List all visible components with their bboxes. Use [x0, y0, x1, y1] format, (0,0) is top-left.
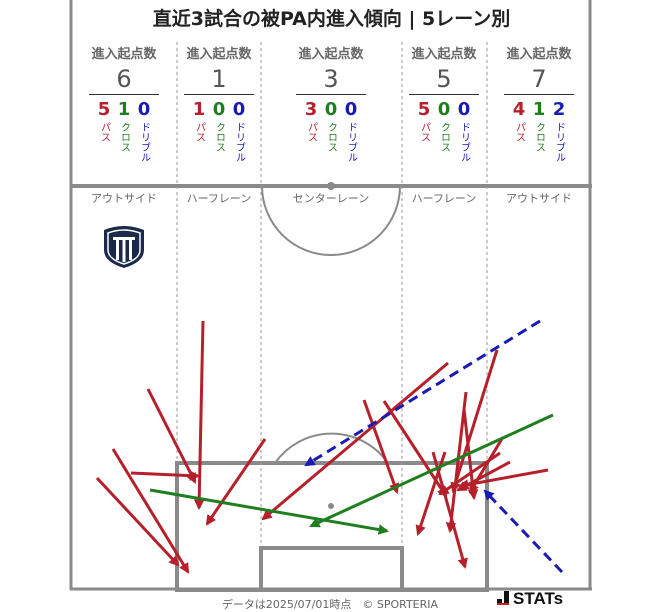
entry-count-label: 進入起点数: [298, 47, 364, 62]
page-title: 直近3試合の被PA内進入傾向 | 5レーン別: [152, 8, 511, 30]
lane-name-outside-left: アウトサイド: [91, 192, 157, 205]
pass-arrow: [438, 451, 501, 496]
divider: [184, 94, 254, 95]
entry-count-label: 進入起点数: [506, 47, 572, 62]
cross-label: クロス: [438, 122, 450, 152]
cross-label: クロス: [118, 122, 130, 152]
pass-arrow: [205, 438, 267, 526]
pass-label: パス: [193, 122, 205, 142]
pass-arrow: [130, 470, 201, 481]
entry-count-total: 3: [323, 65, 339, 93]
center-spot: [327, 182, 335, 190]
lane-name-halfspace-left: ハーフレーン: [186, 192, 252, 205]
lane-stats-outside-left: 進入起点数 6 5 パス 1 クロス 0 ドリブル: [86, 40, 162, 180]
brand-mark-icon: [497, 591, 509, 605]
pass-arrow: [261, 361, 449, 521]
pass-count: 1: [192, 99, 206, 120]
cross-arrow: [149, 488, 390, 535]
lane-name-halfspace-right: ハーフレーン: [411, 192, 477, 205]
cross-count: 0: [324, 99, 338, 120]
pass-label: パス: [305, 122, 317, 142]
dribble-count: 2: [552, 99, 566, 120]
lane-stats-outside-right: 進入起点数 7 4 パス 1 クロス 2 ドリブル: [501, 40, 577, 180]
dribble-arrow: [304, 319, 541, 467]
brand-logo: STATs: [497, 589, 563, 609]
lane-stats-halfspace-right: 進入起点数 5 5 パス 0 クロス 0 ドリブル: [406, 40, 482, 180]
entry-count-total: 5: [436, 65, 452, 93]
data-source-footer: データは2025/07/01時点 © SPORTERIA: [221, 598, 439, 611]
penalty-arc: [274, 432, 389, 464]
brand-name: STATs: [513, 589, 564, 608]
pass-arrow: [468, 436, 505, 494]
goal-area: [259, 546, 404, 592]
cross-label: クロス: [213, 122, 225, 152]
entry-breakdown: 5 パス 1 クロス 0 ドリブル: [86, 99, 162, 163]
pass-count: 3: [304, 99, 318, 120]
cross-count: 1: [532, 99, 546, 120]
cross-count: 0: [437, 99, 451, 120]
pass-arrow: [431, 451, 468, 570]
pass-count: 4: [512, 99, 526, 120]
dribble-label: ドリブル: [233, 122, 245, 162]
divider: [296, 94, 366, 95]
dribble-count: 0: [457, 99, 471, 120]
cross-count: 0: [212, 99, 226, 120]
pass-arrow: [362, 399, 400, 494]
entry-count-total: 1: [211, 65, 227, 93]
divider: [89, 94, 159, 95]
lane-stats-center: 進入起点数 3 3 パス 0 クロス 0 ドリブル: [293, 40, 369, 180]
pass-count: 5: [417, 99, 431, 120]
entry-arrows: [95, 319, 564, 574]
divider: [409, 94, 479, 95]
cross-arrow: [309, 413, 554, 528]
entry-count-total: 6: [116, 65, 132, 93]
entry-count-label: 進入起点数: [186, 47, 252, 62]
pass-arrow: [95, 476, 180, 567]
cross-count: 1: [117, 99, 131, 120]
dribble-count: 0: [344, 99, 358, 120]
dribble-count: 0: [232, 99, 246, 120]
pass-label: パス: [513, 122, 525, 142]
entry-count-total: 7: [531, 65, 547, 93]
penalty-spot: [328, 503, 334, 509]
pass-arrow: [146, 388, 197, 484]
lane-name-center: センターレーン: [292, 192, 370, 205]
team-crest-icon: [104, 226, 144, 268]
pass-arrow: [111, 448, 190, 574]
lane-stats-halfspace-left: 進入起点数 1 1 パス 0 クロス 0 ドリブル: [181, 40, 257, 180]
dribble-label: ドリブル: [553, 122, 565, 162]
pass-count: 5: [97, 99, 111, 120]
center-circle: [261, 185, 401, 256]
cross-label: クロス: [325, 122, 337, 152]
lane-name-outside-right: アウトサイド: [506, 192, 572, 205]
entry-breakdown: 5 パス 0 クロス 0 ドリブル: [406, 99, 482, 163]
pass-label: パス: [98, 122, 110, 142]
cross-label: クロス: [533, 122, 545, 152]
pass-arrow: [450, 349, 499, 494]
entry-breakdown: 4 パス 1 クロス 2 ドリブル: [501, 99, 577, 163]
dribble-label: ドリブル: [345, 122, 357, 162]
dribble-label: ドリブル: [458, 122, 470, 162]
dribble-label: ドリブル: [138, 122, 150, 162]
entry-breakdown: 3 パス 0 クロス 0 ドリブル: [293, 99, 369, 163]
pass-arrow: [193, 320, 205, 511]
pass-label: パス: [418, 122, 430, 142]
entry-count-label: 進入起点数: [91, 47, 157, 62]
dribble-count: 0: [137, 99, 151, 120]
pitch-lines: [69, 0, 592, 592]
entry-count-label: 進入起点数: [411, 47, 477, 62]
divider: [504, 94, 574, 95]
pass-arrow: [456, 460, 511, 492]
entry-breakdown: 1 パス 0 クロス 0 ドリブル: [181, 99, 257, 163]
dribble-arrow: [483, 489, 564, 574]
